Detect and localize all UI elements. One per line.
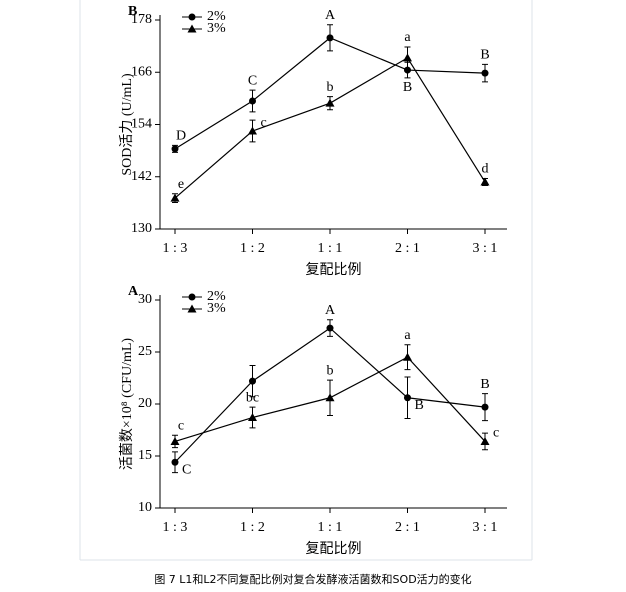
y-tick-label: 154 — [131, 117, 152, 132]
x-tick-label: 3 : 1 — [473, 241, 498, 256]
point — [170, 193, 180, 202]
y-tick-label: 166 — [131, 64, 152, 79]
point-label: a — [404, 328, 411, 343]
point — [187, 24, 197, 33]
x-tick-label: 1 : 3 — [163, 241, 188, 256]
point-label: B — [415, 398, 424, 413]
legend-label: 3% — [207, 301, 226, 316]
point-label: B — [403, 80, 412, 95]
point — [188, 13, 196, 21]
caption: 图 7 L1和L2不同复配比例对复合发酵液活菌数和SOD活力的变化 — [154, 572, 471, 586]
x-tick-label: 3 : 1 — [473, 520, 498, 535]
point — [481, 69, 489, 77]
legend-label: 2% — [207, 289, 226, 304]
point — [326, 34, 334, 42]
y-tick-label: 15 — [138, 448, 152, 463]
y-tick-label: 25 — [138, 344, 152, 359]
point — [326, 324, 334, 332]
point-label: c — [178, 418, 184, 433]
point — [480, 177, 490, 186]
point — [325, 393, 335, 402]
point-label: a — [404, 30, 411, 45]
point — [403, 53, 412, 62]
x-tick-label: 2 : 1 — [395, 520, 420, 535]
x-tick-label: 1 : 2 — [240, 520, 265, 535]
point — [325, 98, 335, 107]
x-axis-label: 复配比例 — [306, 261, 362, 278]
point — [171, 458, 179, 466]
y-tick-label: 20 — [138, 396, 152, 411]
y-tick-label: 142 — [131, 169, 152, 184]
point — [249, 377, 256, 385]
point-label: bc — [246, 390, 259, 405]
point — [404, 394, 411, 402]
legend-label: 2% — [207, 9, 226, 24]
point-label: B — [480, 377, 489, 392]
point — [188, 293, 196, 301]
point-label: C — [248, 73, 257, 88]
y-tick-label: 10 — [138, 500, 152, 515]
x-tick-label: 1 : 2 — [240, 241, 265, 256]
panel-label: A — [128, 284, 139, 299]
y-tick-label: 178 — [131, 12, 152, 27]
point — [403, 352, 412, 361]
x-axis-label: 复配比例 — [306, 540, 362, 557]
point-label: D — [176, 129, 186, 144]
point-label: e — [178, 177, 184, 192]
panel-label: B — [128, 4, 137, 19]
point — [248, 413, 257, 422]
x-tick-label: 1 : 1 — [318, 520, 343, 535]
point-label: C — [182, 462, 191, 477]
point-label: b — [327, 80, 334, 95]
point-label: B — [480, 48, 489, 63]
point-label: c — [493, 426, 499, 441]
point — [170, 436, 180, 445]
point-label: c — [261, 115, 267, 130]
x-tick-label: 2 : 1 — [395, 241, 420, 256]
point-label: A — [325, 303, 336, 318]
point — [248, 126, 257, 135]
x-tick-label: 1 : 3 — [163, 520, 188, 535]
y-tick-label: 130 — [131, 221, 152, 236]
point — [480, 436, 490, 445]
x-tick-label: 1 : 1 — [318, 241, 343, 256]
point-label: d — [482, 162, 489, 177]
y-axis-label: SOD活力 (U/mL) — [119, 73, 135, 176]
point — [249, 97, 256, 105]
point — [187, 304, 197, 313]
legend-label: 3% — [207, 21, 226, 36]
y-tick-label: 30 — [138, 292, 152, 307]
point-label: b — [327, 363, 334, 378]
y-axis-label: 活菌数×10⁸ (CFU/mL) — [119, 338, 135, 471]
point — [481, 403, 489, 411]
point-label: A — [325, 8, 336, 23]
point — [171, 145, 179, 153]
